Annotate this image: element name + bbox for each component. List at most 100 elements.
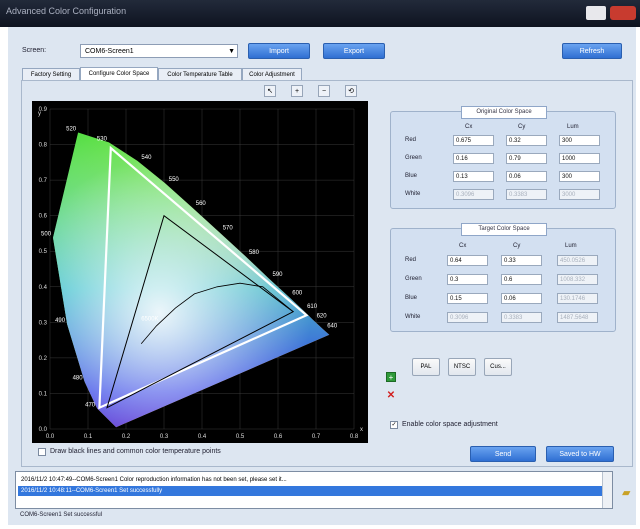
y-tick-label: 0.2 (39, 356, 48, 362)
wavelength-label: 560 (196, 201, 207, 207)
x-tick-label: 0.7 (312, 434, 321, 440)
log-scrollbar[interactable] (602, 472, 612, 508)
original-green-cy[interactable]: 0.79 (506, 153, 547, 164)
maximize-button[interactable] (586, 6, 606, 20)
target-blue-lum: 130.1746 (557, 293, 598, 304)
original-red-cy[interactable]: 0.32 (506, 135, 547, 146)
y-tick-label: 0.6 (39, 214, 48, 220)
ntsc-button[interactable]: NTSC (448, 358, 476, 376)
original-red-cx[interactable]: 0.675 (453, 135, 494, 146)
target-white-cx: 0.3096 (447, 312, 488, 323)
y-tick-label: 0.8 (39, 143, 48, 149)
window-title: Advanced Color Configuration (6, 6, 127, 16)
x-axis-label: x (360, 427, 363, 433)
original-green-cx[interactable]: 0.16 (453, 153, 494, 164)
title-bar: Advanced Color Configuration (0, 0, 640, 27)
screen-select[interactable]: COM6-Screen1 ▼ (80, 44, 238, 58)
tab-color-temperature-table[interactable]: Color Temperature Table (158, 68, 242, 80)
x-tick-label: 0.1 (84, 434, 93, 440)
x-tick-label: 0.8 (350, 434, 359, 440)
row-label-white: White (405, 314, 421, 320)
add-icon[interactable]: + (386, 372, 396, 382)
wavelength-label: 640 (327, 323, 338, 329)
col-header-cx: Cx (465, 124, 473, 130)
screen-label: Screen: (22, 47, 47, 54)
target-green-lum: 1008.332 (557, 274, 598, 285)
original-gamut-triangle (98, 145, 309, 410)
save-to-hw-button[interactable]: Saved to HW (546, 446, 614, 462)
row-label-red: Red (405, 137, 417, 143)
y-tick-label: 0.9 (39, 107, 48, 113)
reset-view-icon[interactable]: ⟲ (345, 85, 357, 97)
wavelength-label: 600 (292, 290, 303, 296)
y-tick-label: 0.0 (39, 427, 48, 433)
original-group-title: Original Color Space (461, 106, 547, 119)
list-item[interactable]: 2016/11/2 10:47:49--COM6-Screen1 Color r… (21, 477, 287, 483)
close-button[interactable] (610, 6, 636, 20)
target-red-cx[interactable]: 0.64 (447, 255, 488, 266)
x-tick-label: 0.6 (274, 434, 283, 440)
delete-icon[interactable]: ✕ (386, 390, 396, 401)
original-red-lum[interactable]: 300 (559, 135, 600, 146)
original-color-space-group: Original Color Space Cx Cy Lum Red 0.675… (390, 106, 616, 209)
y-tick-label: 0.4 (39, 285, 48, 291)
blackbody-curve (140, 282, 294, 344)
row-label-green: Green (405, 276, 422, 282)
chart-axes: 0.0 0.1 0.2 0.3 0.4 0.5 0.6 0.7 0.8 0.0 0.1 0.2 0.3 0… (38, 107, 363, 440)
wavelength-label: 500 (41, 232, 52, 238)
white-point-label: 6500K (141, 317, 158, 323)
tab-color-adjustment[interactable]: Color Adjustment (242, 68, 302, 80)
zoom-in-icon[interactable]: + (291, 85, 303, 97)
target-white-lum: 1487.5648 (557, 312, 598, 323)
y-tick-label: 0.3 (39, 320, 48, 326)
original-white-lum: 3000 (559, 189, 600, 200)
x-tick-label: 0.5 (236, 434, 245, 440)
x-tick-label: 0.0 (46, 434, 55, 440)
enable-checkbox[interactable]: ✓ (390, 421, 398, 429)
row-label-white: White (405, 191, 421, 197)
x-tick-label: 0.3 (160, 434, 169, 440)
row-label-green: Green (405, 155, 422, 161)
col-header-cy: Cy (518, 124, 526, 130)
cursor-icon[interactable]: ↖ (264, 85, 276, 97)
chevron-down-icon: ▼ (228, 48, 235, 55)
original-white-cx: 0.3096 (453, 189, 494, 200)
wavelength-label: 580 (249, 250, 260, 256)
enable-label: Enable color space adjustment (402, 421, 498, 428)
pal-button[interactable]: PAL (412, 358, 440, 376)
wavelength-label: 480 (73, 376, 84, 382)
tab-configure-color-space[interactable]: Configure Color Space (80, 67, 158, 80)
original-green-lum[interactable]: 1000 (559, 153, 600, 164)
list-item[interactable]: 2016/11/2 10:48:11--COM6-Screen1 Set suc… (18, 486, 606, 496)
wavelength-label: 550 (169, 177, 180, 183)
wavelength-label: 610 (307, 304, 318, 310)
folder-icon[interactable]: ▰ (622, 487, 631, 499)
screen-select-value: COM6-Screen1 (85, 48, 134, 55)
x-tick-label: 0.4 (198, 434, 207, 440)
row-label-blue: Blue (405, 173, 418, 179)
client-area: Screen: COM6-Screen1 ▼ Import Export Ref… (8, 27, 636, 525)
target-green-cx[interactable]: 0.3 (447, 274, 488, 285)
send-button[interactable]: Send (470, 446, 536, 462)
refresh-button[interactable]: Refresh (562, 43, 622, 59)
col-header-cx: Cx (459, 243, 467, 249)
zoom-out-icon[interactable]: − (318, 85, 330, 97)
y-tick-label: 0.1 (39, 391, 48, 397)
export-button[interactable]: Export (323, 43, 385, 59)
original-blue-lum[interactable]: 300 (559, 171, 600, 182)
black-lines-checkbox[interactable] (38, 448, 46, 456)
target-gamut-triangle (106, 214, 295, 409)
custom-button[interactable]: Cus... (484, 358, 512, 376)
y-tick-label: 0.7 (39, 178, 48, 184)
target-white-cy: 0.3383 (501, 312, 542, 323)
wavelength-label: 540 (141, 155, 152, 161)
target-red-cy[interactable]: 0.33 (501, 255, 542, 266)
import-button[interactable]: Import (248, 43, 310, 59)
target-green-cy[interactable]: 0.6 (501, 274, 542, 285)
tab-factory-setting[interactable]: Factory Setting (22, 68, 80, 80)
target-blue-cx[interactable]: 0.15 (447, 293, 488, 304)
original-blue-cx[interactable]: 0.13 (453, 171, 494, 182)
target-blue-cy[interactable]: 0.06 (501, 293, 542, 304)
cie-chromaticity-chart[interactable]: 0.0 0.1 0.2 0.3 0.4 0.5 0.6 0.7 0.8 0.0 0.1 0.2 0.3 0… (32, 101, 368, 443)
original-blue-cy[interactable]: 0.06 (506, 171, 547, 182)
